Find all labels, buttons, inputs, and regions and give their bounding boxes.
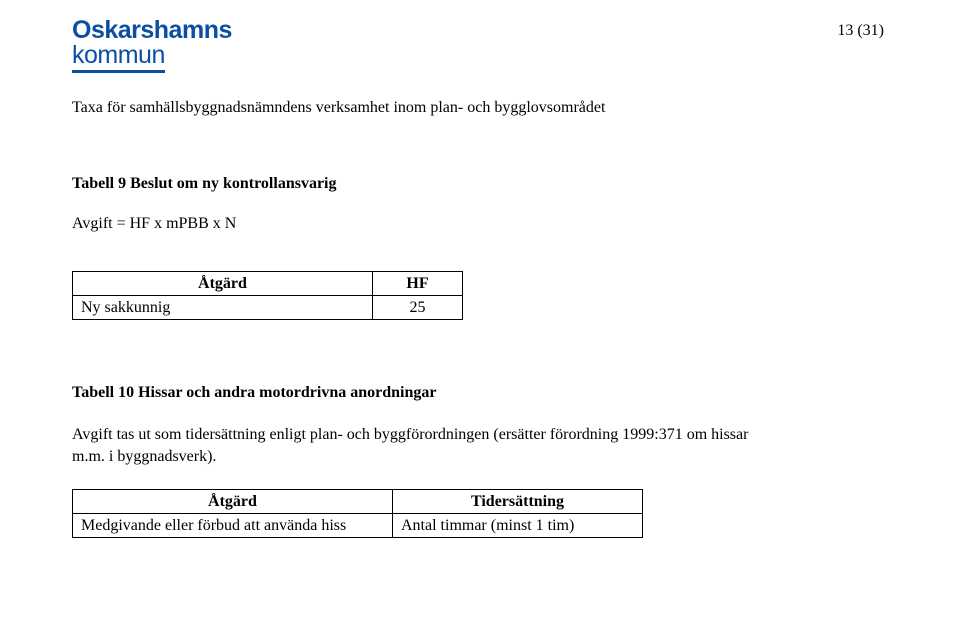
table-row: Medgivande eller förbud att använda hiss… xyxy=(73,514,643,538)
table-section2: Åtgärd Tidersättning Medgivande eller fö… xyxy=(72,489,643,538)
logo-line1: Oskarshamns xyxy=(72,18,232,43)
logo-line2: kommun xyxy=(72,43,165,73)
page-number: 13 (31) xyxy=(837,22,884,40)
page-header: Oskarshamns kommun 13 (31) xyxy=(72,18,888,73)
th-hf: HF xyxy=(373,272,463,296)
th-atgard: Åtgärd xyxy=(73,272,373,296)
td-hf: 25 xyxy=(373,296,463,320)
logo: Oskarshamns kommun xyxy=(72,18,232,73)
table-header-row: Åtgärd HF xyxy=(73,272,463,296)
table-header-row: Åtgärd Tidersättning xyxy=(73,490,643,514)
table-row: Ny sakkunnig 25 xyxy=(73,296,463,320)
section2-paragraph: Avgift tas ut som tidersättning enligt p… xyxy=(72,424,752,467)
td-label2: Medgivande eller förbud att använda hiss xyxy=(73,514,393,538)
section2-title: Tabell 10 Hissar och andra motordrivna a… xyxy=(72,384,888,402)
table-section1: Åtgärd HF Ny sakkunnig 25 xyxy=(72,271,463,320)
th-tider: Tidersättning xyxy=(393,490,643,514)
sub-heading: Taxa för samhällsbyggnadsnämndens verksa… xyxy=(72,99,888,117)
td-value2: Antal timmar (minst 1 tim) xyxy=(393,514,643,538)
th-atgard2: Åtgärd xyxy=(73,490,393,514)
section1-title: Tabell 9 Beslut om ny kontrollansvarig xyxy=(72,175,888,193)
td-label: Ny sakkunnig xyxy=(73,296,373,320)
section1-formula: Avgift = HF x mPBB x N xyxy=(72,215,888,233)
